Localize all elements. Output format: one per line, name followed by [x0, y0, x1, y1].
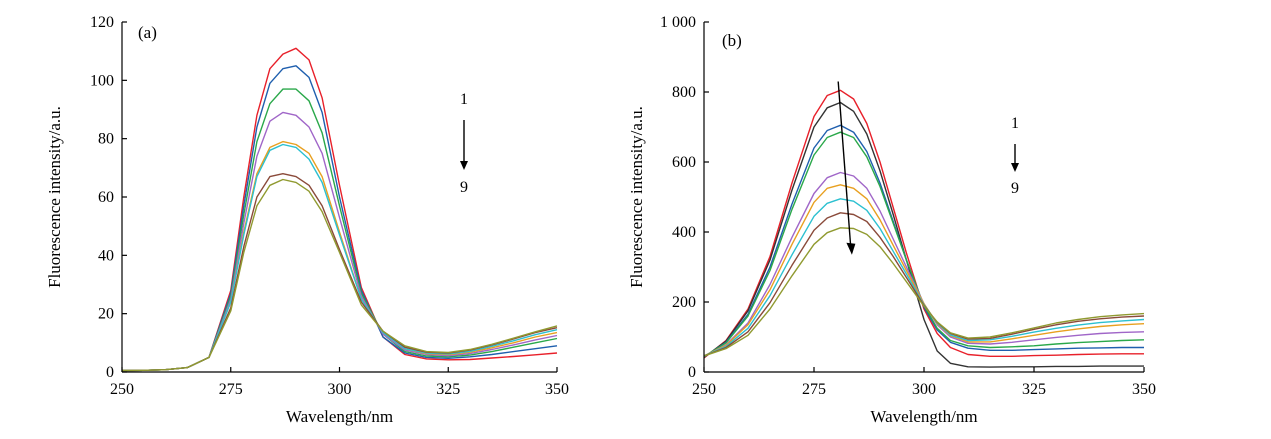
x-axis-title: Wavelength/nm [286, 407, 393, 426]
series-line-5 [703, 171, 1145, 357]
x-tick-label: 275 [802, 381, 826, 398]
x-tick-label: 350 [1132, 381, 1156, 398]
y-tick-label: 200 [672, 294, 696, 311]
y-tick-label: 0 [688, 364, 696, 381]
series-line-6 [703, 184, 1145, 357]
peak-shift-arrow-head [846, 242, 856, 255]
series-line-9 [703, 227, 1145, 357]
y-tick-label: 60 [98, 189, 114, 206]
series-line-8 [703, 212, 1145, 357]
panel-label: (a) [138, 23, 157, 42]
y-tick-label: 100 [90, 72, 114, 89]
y-tick-label: 120 [90, 14, 114, 31]
series-line-3 [703, 124, 1144, 358]
y-tick-label: 40 [98, 247, 114, 264]
y-tick-label: 80 [98, 131, 114, 148]
x-axis-title: Wavelength/nm [870, 407, 977, 426]
chart-panel-a: 250 275 300 325 350 0 20 40 60 80 100 120 Wavelength… [45, 14, 569, 426]
annotation-end-label: 9 [460, 179, 468, 196]
panel-label: (b) [722, 31, 742, 50]
x-tick-label: 325 [1022, 381, 1046, 398]
series-order-annotation: 19 [1011, 115, 1019, 197]
series-line-1 [703, 89, 1144, 359]
y-axis-title: Fluorescence intensity/a.u. [627, 106, 646, 288]
series-line-2 [703, 101, 1144, 368]
y-tick-label: 800 [672, 84, 696, 101]
series-order-annotation: 19 [460, 91, 468, 196]
series-line-4 [703, 131, 1145, 358]
series-line-5 [121, 140, 558, 372]
y-tick-label: 20 [98, 306, 114, 323]
annotation-end-label: 9 [1011, 180, 1019, 197]
x-tick-label: 350 [545, 381, 569, 398]
y-tick-label: 1 000 [660, 14, 696, 31]
y-axis-title: Fluorescence intensity/a.u. [45, 106, 64, 288]
x-tick-label: 325 [436, 381, 460, 398]
series-line-6 [121, 143, 558, 372]
annotation-arrow-head [1011, 163, 1019, 172]
x-tick-label: 300 [328, 381, 352, 398]
y-tick-label: 600 [672, 154, 696, 171]
x-tick-label: 250 [692, 381, 716, 398]
series-line-1 [121, 47, 558, 372]
peak-shift-arrow-shaft [837, 81, 852, 245]
series-line-8 [121, 178, 558, 372]
annotation-start-label: 1 [460, 91, 468, 108]
annotation-arrow-head [460, 161, 468, 170]
series-line-4 [121, 111, 558, 372]
x-tick-label: 275 [219, 381, 243, 398]
x-tick-label: 250 [110, 381, 134, 398]
y-tick-label: 400 [672, 224, 696, 241]
y-tick-label: 0 [106, 364, 114, 381]
chart-panel-b: 250 275 300 325 350 0 200 400 600 800 1 000 Wavelen… [627, 14, 1156, 426]
series-line-7 [703, 198, 1145, 357]
x-tick-label: 300 [912, 381, 936, 398]
annotation-start-label: 1 [1011, 115, 1019, 132]
